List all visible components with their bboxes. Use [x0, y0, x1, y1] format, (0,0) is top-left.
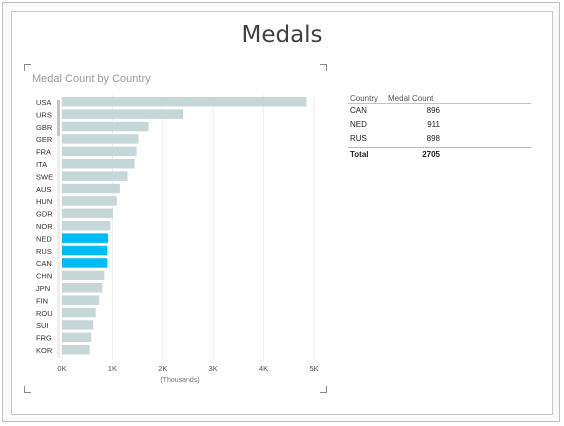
category-label: JPN: [36, 284, 50, 293]
header-country[interactable]: Country: [350, 94, 379, 103]
category-label: ITA: [36, 160, 47, 169]
category-label: GER: [36, 135, 53, 144]
table-row[interactable]: RUS 898: [348, 132, 531, 146]
bar-ned[interactable]: [62, 233, 108, 243]
bar-fin[interactable]: [62, 295, 100, 305]
bar-usa[interactable]: [62, 97, 307, 107]
header-medal-count[interactable]: Medal Count: [388, 94, 434, 103]
chart-resize-handle-bottom-left[interactable]: [24, 386, 31, 393]
x-tick-label: 5K: [309, 364, 318, 373]
bar-chn[interactable]: [62, 270, 105, 281]
bar-fra[interactable]: [62, 146, 137, 157]
x-tick-label: 1K: [108, 364, 117, 373]
bar-ita[interactable]: [62, 159, 135, 169]
table-row[interactable]: CAN 896: [348, 104, 531, 118]
category-label: GDR: [36, 210, 53, 219]
bar-rus[interactable]: [62, 245, 108, 256]
x-tick-label: 2K: [158, 364, 167, 373]
category-label: GBR: [36, 123, 53, 132]
page-title: Medals: [241, 22, 323, 48]
chart-resize-handle-bottom-right[interactable]: [320, 386, 327, 393]
table-header: Country Medal Count: [348, 92, 531, 104]
category-label: SUI: [36, 321, 49, 330]
bar-jpn[interactable]: [62, 283, 103, 293]
cell-country: RUS: [350, 134, 367, 143]
cell-medal-count: 896: [426, 106, 440, 115]
cell-country: CAN: [350, 106, 367, 115]
x-tick-label: 3K: [209, 364, 218, 373]
table-total-row: Total 2705: [348, 147, 531, 161]
x-tick-label: 0K: [57, 364, 66, 373]
bar-sui[interactable]: [62, 320, 94, 330]
category-label: KOR: [36, 346, 53, 355]
chart-resize-handle-top-left[interactable]: [24, 64, 31, 71]
category-label: FRG: [36, 334, 52, 343]
category-label: NED: [36, 234, 52, 243]
bar-frg[interactable]: [62, 332, 92, 343]
category-label: RUS: [36, 247, 52, 256]
cell-medal-count: 911: [427, 120, 440, 129]
bar-nor[interactable]: [62, 221, 111, 231]
category-label: FIN: [36, 296, 48, 305]
category-label: ROU: [36, 309, 53, 318]
category-label: CAN: [36, 259, 52, 268]
category-label: CHN: [36, 272, 52, 281]
total-label: Total: [350, 150, 369, 159]
medal-table: Country Medal Count CAN 896 NED 911 RUS …: [348, 92, 531, 161]
table-row[interactable]: NED 911: [348, 118, 531, 132]
category-label: URS: [36, 110, 52, 119]
bar-kor[interactable]: [62, 345, 90, 355]
bar-urs[interactable]: [62, 109, 183, 119]
total-value: 2705: [422, 150, 440, 159]
bar-gdr[interactable]: [62, 208, 113, 219]
chart-title: Medal Count by Country: [32, 73, 151, 85]
category-label: FRA: [36, 148, 51, 157]
bar-aus[interactable]: [62, 183, 120, 194]
chart-scrollbar[interactable]: [57, 100, 60, 358]
bar-can[interactable]: [62, 258, 108, 268]
category-label: AUS: [36, 185, 51, 194]
category-label: USA: [36, 98, 51, 107]
x-axis-label: (Thousands): [160, 377, 199, 384]
chart-resize-handle-top-right[interactable]: [320, 64, 327, 71]
bar-hun[interactable]: [62, 196, 117, 206]
category-label: HUN: [36, 197, 52, 206]
chart-scrollbar-thumb[interactable]: [57, 100, 60, 136]
cell-country: NED: [350, 120, 367, 129]
bar-rou[interactable]: [62, 307, 96, 318]
bar-ger[interactable]: [62, 134, 139, 144]
bars-group: USA URS GBR GER FRA ITA SWE AUS HUN GDR NOR NED RUS C…: [36, 97, 307, 355]
category-label: NOR: [36, 222, 53, 231]
category-label: SWE: [36, 172, 53, 181]
bar-swe[interactable]: [62, 171, 128, 181]
bar-gbr[interactable]: [62, 121, 149, 132]
x-tick-label: 4K: [259, 364, 268, 373]
cell-medal-count: 898: [426, 134, 440, 143]
